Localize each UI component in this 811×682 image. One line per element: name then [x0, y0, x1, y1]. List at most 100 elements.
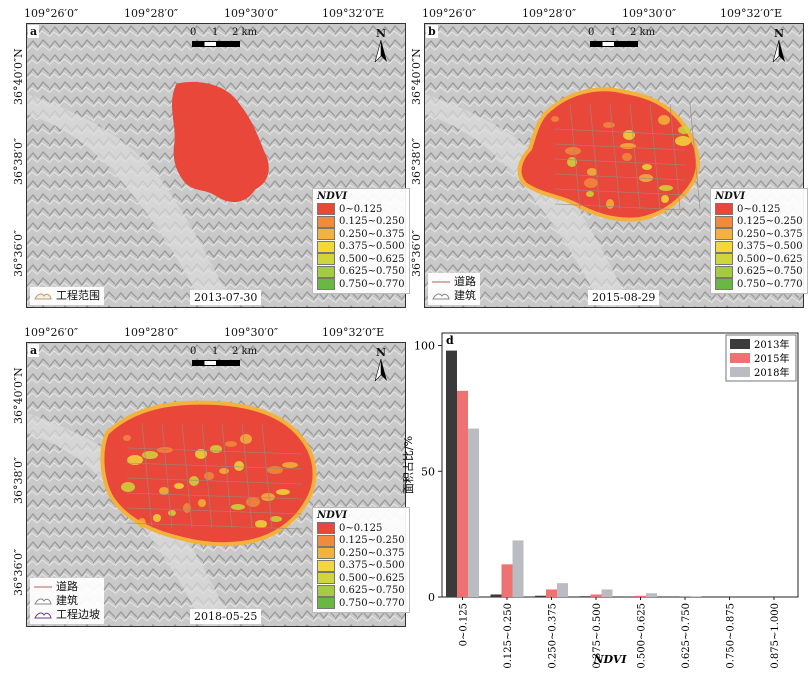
legend-swatch — [715, 240, 733, 253]
top-tick-label: 109°30′0″ — [224, 326, 279, 339]
legend-label: 0.375~0.500 — [339, 560, 405, 572]
scale-label: 0 — [190, 346, 197, 357]
legend-swatch — [730, 339, 750, 349]
bar-2018年 — [557, 583, 568, 597]
bar-2015年 — [590, 594, 602, 597]
left-tick-label: 36°36′0″ — [12, 548, 25, 596]
acquisition-date: 2013-07-30 — [190, 290, 262, 305]
map-key-label: 建筑 — [454, 289, 476, 302]
y-tick-label: 0 — [428, 591, 435, 604]
legend-label: 0.250~0.375 — [737, 228, 803, 240]
roads-and-buildings — [551, 103, 701, 211]
legend-label: 0.500~0.625 — [339, 253, 405, 265]
left-tick-label: 36°38′0″ — [12, 456, 25, 504]
legend-label: 0.250~0.375 — [339, 228, 405, 240]
map-key: 道路 建筑 — [428, 273, 480, 305]
legend-item: 0.375~0.500 — [715, 240, 803, 254]
legend-swatch — [317, 203, 335, 216]
panel-letter: a — [28, 25, 40, 38]
x-tick-label: 0.500~0.625 — [637, 603, 648, 669]
legend-swatch — [317, 534, 335, 547]
x-tick-label: 0.250~0.375 — [548, 603, 559, 669]
y-axis-label: 面积占比/% — [401, 436, 415, 494]
x-tick-label: 0.125~0.250 — [503, 603, 514, 669]
legend-label: 0.125~0.250 — [339, 535, 405, 547]
top-tick-label: 109°32′0″E — [720, 7, 783, 20]
legend-item: 0~0.125 — [317, 203, 405, 216]
bar-2018年 — [512, 540, 524, 597]
bar-2015年 — [457, 390, 468, 597]
left-tick-label: 36°38′0″ — [410, 137, 423, 185]
left-tick-label: 36°40′0″N — [410, 48, 423, 105]
scale-label: 1 — [610, 27, 617, 38]
map-key-symbol — [432, 291, 450, 301]
top-tick-label: 109°32′0″E — [322, 7, 385, 20]
legend-label: 0.625~0.750 — [737, 266, 803, 278]
x-tick-label: 0.625~0.750 — [681, 603, 692, 669]
legend-swatch — [730, 367, 750, 377]
legend-label: 0~0.125 — [339, 522, 383, 534]
legend-item: 0.750~0.770 — [715, 278, 803, 291]
map-key-item: 工程范围 — [34, 289, 100, 303]
legend-label: 0.375~0.500 — [339, 241, 405, 253]
map-panel-2: 109°26′0″ 109°28′0″ 109°30′0″ 109°32′0″E 36°… — [408, 5, 808, 317]
plot-frame — [441, 332, 799, 598]
legend-label: 0.500~0.625 — [737, 253, 803, 265]
legend-item: 0.125~0.250 — [715, 215, 803, 229]
bar-2013年 — [535, 595, 546, 597]
legend-label: 0.750~0.770 — [737, 278, 803, 290]
scale-label: 0 — [588, 27, 595, 38]
scale-label: 2 km — [232, 346, 258, 357]
legend-swatch — [317, 559, 335, 572]
project-area — [517, 87, 700, 222]
legend-swatch — [317, 572, 335, 585]
map-key-symbol — [432, 278, 450, 286]
legend-label: 0.625~0.750 — [339, 266, 405, 278]
legend-title: NDVI — [715, 191, 746, 202]
map-key-symbol — [34, 610, 52, 620]
scale-bar: 0 1 2 km — [190, 27, 300, 51]
legend-item: 0.625~0.750 — [715, 265, 803, 279]
legend-label: 2013年 — [754, 338, 789, 351]
legend-item: 0~0.125 — [715, 203, 803, 216]
bar-2018年 — [468, 428, 479, 597]
bar-2015年 — [546, 589, 557, 597]
legend-swatch — [317, 253, 335, 266]
legend-label: 0.250~0.375 — [339, 547, 405, 559]
scale-label: 1 — [212, 27, 219, 38]
y-tick-label: 100 — [414, 340, 435, 353]
top-tick-label: 109°26′0″ — [24, 326, 79, 339]
bar-2015年 — [635, 595, 646, 597]
acquisition-date: 2015-08-29 — [588, 290, 660, 305]
legend-swatch — [317, 265, 335, 278]
legend-label: 2018年 — [754, 366, 789, 379]
ndvi-legend: NDVI 0~0.125 0.125~0.250 0.250~0.375 0.375~0… — [312, 507, 410, 613]
legend-label: 0.500~0.625 — [339, 572, 405, 584]
legend-item: 0.625~0.750 — [317, 584, 405, 598]
acquisition-date: 2018-05-25 — [190, 609, 262, 624]
map-key-item: 工程边坡 — [34, 608, 100, 622]
map-key: 道路 建筑 工程边坡 — [30, 578, 104, 624]
legend-label: 0.125~0.250 — [339, 216, 405, 228]
project-area — [172, 81, 269, 203]
map-panel-3: 109°26′0″ 109°28′0″ 109°30′0″ 109°32′0″E 36°… — [10, 324, 410, 636]
legend-swatch — [317, 215, 335, 228]
bar-2018年 — [601, 589, 613, 597]
legend-label: 2015年 — [754, 352, 789, 365]
legend-swatch — [317, 547, 335, 560]
x-axis-label: NDVI — [592, 653, 627, 666]
x-tick-label: 0.750~0.875 — [726, 603, 737, 669]
top-tick-label: 109°30′0″ — [224, 7, 279, 20]
ndvi-area-bar-chart: d 0 50 100 面积占比/% 0~0.125 0.125~0.250 0.250~0.3… — [401, 332, 799, 669]
legend-item: 0.625~0.750 — [317, 265, 405, 279]
chart-panel: d 0 50 100 面积占比/% 0~0.125 0.125~0.250 0.250~0.3… — [400, 325, 805, 670]
legend-item: 0.750~0.770 — [317, 597, 405, 610]
ndvi-legend: NDVI 0~0.125 0.125~0.250 0.250~0.375 0.375~0… — [312, 188, 410, 294]
legend-item: 0~0.125 — [317, 522, 405, 535]
map-key-item: 建筑 — [432, 289, 476, 303]
panel-letter: b — [426, 25, 438, 38]
map-key-item: 建筑 — [34, 594, 100, 608]
north-arrow-icon: N — [772, 27, 786, 65]
scale-bar: 0 1 2 km — [588, 27, 698, 51]
bar-2015年 — [501, 564, 513, 597]
